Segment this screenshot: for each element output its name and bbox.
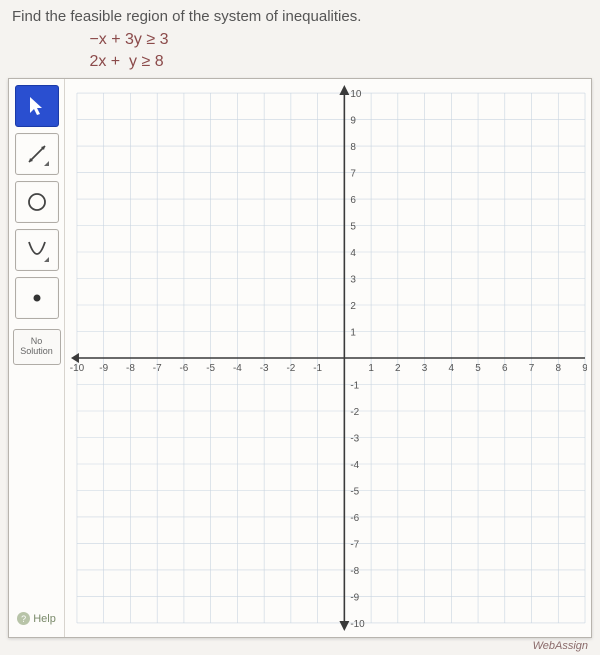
svg-text:1: 1 [350,328,356,339]
svg-text:-1: -1 [350,381,359,392]
help-label: Help [33,613,56,625]
svg-text:-7: -7 [350,540,359,551]
svg-text:4: 4 [449,363,455,374]
parabola-tool[interactable] [15,229,59,271]
svg-text:-8: -8 [126,363,135,374]
parabola-icon [25,238,49,262]
svg-text:3: 3 [350,275,356,286]
svg-text:-2: -2 [350,407,359,418]
svg-text:-6: -6 [179,363,188,374]
inequalities: −x + 3y ≥ 3 2x + y ≥ 8 [85,29,600,78]
circle-tool[interactable] [15,181,59,223]
pointer-tool[interactable] [15,85,59,127]
svg-text:-7: -7 [153,363,162,374]
svg-text:-5: -5 [206,363,215,374]
svg-text:9: 9 [350,116,356,127]
coordinate-grid: -10 -9 -8 -7 -6 -5 -4 -3 -2 -1 1 2 3 4 5 6 7 8 9 10 9 8 7 6 5 4 3 2… [69,85,587,631]
svg-text:-4: -4 [233,363,242,374]
no-solution-button[interactable]: NoSolution [13,329,61,365]
svg-text:-3: -3 [260,363,269,374]
point-icon [25,286,49,310]
equation-line-2: 2x + y ≥ 8 [85,53,164,70]
svg-text:6: 6 [350,195,356,206]
svg-text:2: 2 [350,301,356,312]
svg-text:7: 7 [529,363,535,374]
svg-text:5: 5 [350,222,356,233]
svg-text:3: 3 [422,363,428,374]
equation-line-1: −x + 3y ≥ 3 [85,31,169,48]
no-solution-label: NoSolution [20,337,53,357]
svg-text:-1: -1 [313,363,322,374]
svg-text:8: 8 [350,142,356,153]
svg-text:-3: -3 [350,434,359,445]
svg-text:-10: -10 [350,619,365,630]
svg-text:2: 2 [395,363,401,374]
graph-widget: NoSolution ? Help -10 -9 -8 -7 -6 -5 -4 -3 -2 -1 1… [8,78,592,638]
svg-text:-10: -10 [70,363,85,374]
svg-text:-6: -6 [350,513,359,524]
svg-text:-2: -2 [286,363,295,374]
pointer-icon [25,94,49,118]
svg-text:6: 6 [502,363,508,374]
svg-text:5: 5 [475,363,481,374]
svg-text:-4: -4 [350,460,359,471]
line-icon [25,142,49,166]
svg-text:-5: -5 [350,487,359,498]
svg-text:7: 7 [350,169,356,180]
question-text: Find the feasible region of the system o… [0,0,600,29]
footer-brand: WebAssign [0,638,600,654]
svg-text:-9: -9 [99,363,108,374]
svg-text:4: 4 [350,248,356,259]
help-icon: ? [17,612,30,625]
help-link[interactable]: ? Help [17,612,56,631]
svg-text:9: 9 [582,363,587,374]
line-tool[interactable] [15,133,59,175]
svg-text:-9: -9 [350,593,359,604]
svg-text:1: 1 [368,363,374,374]
circle-icon [25,190,49,214]
plot-area[interactable]: -10 -9 -8 -7 -6 -5 -4 -3 -2 -1 1 2 3 4 5 6 7 8 9 10 9 8 7 6 5 4 3 2… [65,79,591,637]
svg-text:-8: -8 [350,566,359,577]
point-tool[interactable] [15,277,59,319]
svg-text:8: 8 [555,363,561,374]
toolbar: NoSolution ? Help [9,79,65,637]
svg-text:10: 10 [350,89,362,100]
